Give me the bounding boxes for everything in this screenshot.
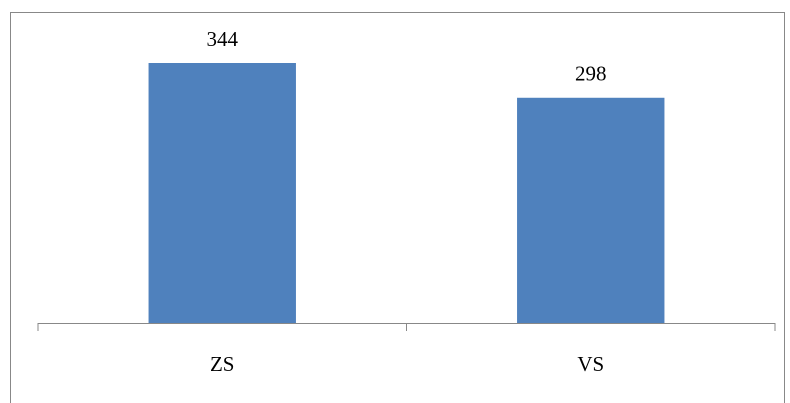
chart-border — [10, 12, 785, 403]
x-tick-label: VS — [577, 352, 604, 376]
x-tick-label: ZS — [210, 352, 235, 376]
data-label: 298 — [575, 62, 607, 86]
bar — [517, 97, 665, 323]
bar — [148, 63, 296, 323]
data-label: 344 — [207, 27, 239, 51]
